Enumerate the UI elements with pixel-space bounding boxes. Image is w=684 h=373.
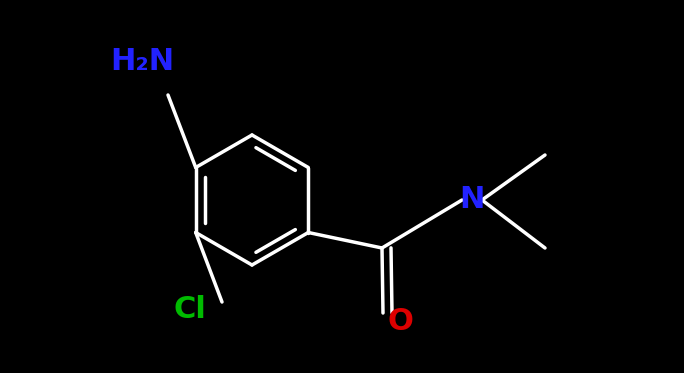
Text: O: O [387,307,413,336]
Text: Cl: Cl [174,295,207,325]
Text: H₂N: H₂N [110,47,174,76]
Text: N: N [460,185,485,214]
